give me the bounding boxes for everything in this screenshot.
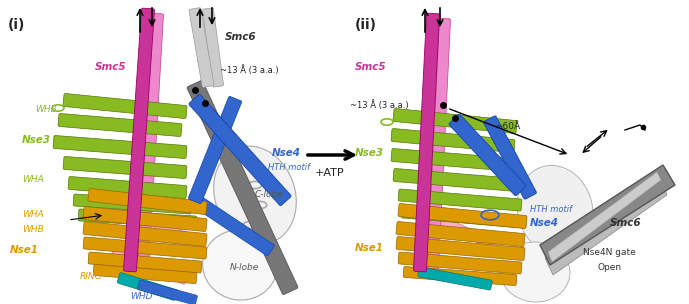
FancyBboxPatch shape bbox=[396, 237, 525, 261]
FancyBboxPatch shape bbox=[63, 94, 187, 119]
Text: Nse3: Nse3 bbox=[22, 135, 51, 145]
Text: Nse1: Nse1 bbox=[10, 245, 39, 255]
Text: (i): (i) bbox=[8, 18, 25, 32]
FancyBboxPatch shape bbox=[107, 195, 193, 245]
Text: WHA: WHA bbox=[22, 210, 43, 219]
Text: Open: Open bbox=[597, 263, 621, 272]
FancyBboxPatch shape bbox=[88, 252, 202, 273]
Text: Smc6: Smc6 bbox=[610, 218, 641, 228]
Text: RING: RING bbox=[80, 272, 103, 281]
FancyBboxPatch shape bbox=[398, 203, 527, 229]
Polygon shape bbox=[540, 165, 675, 265]
Text: N-lobe: N-lobe bbox=[230, 263, 259, 272]
Text: ~60Å: ~60Å bbox=[495, 122, 520, 131]
Text: (ii): (ii) bbox=[355, 18, 377, 32]
FancyBboxPatch shape bbox=[449, 114, 526, 196]
FancyBboxPatch shape bbox=[188, 96, 242, 204]
FancyBboxPatch shape bbox=[138, 280, 198, 304]
FancyBboxPatch shape bbox=[393, 168, 519, 192]
FancyBboxPatch shape bbox=[187, 81, 298, 295]
FancyBboxPatch shape bbox=[396, 222, 525, 247]
FancyBboxPatch shape bbox=[117, 273, 178, 300]
Text: WHB: WHB bbox=[35, 105, 56, 114]
FancyBboxPatch shape bbox=[63, 157, 187, 178]
FancyBboxPatch shape bbox=[83, 206, 207, 231]
Text: ~13 Å (3 a.a.): ~13 Å (3 a.a.) bbox=[220, 65, 278, 75]
Text: Nse4: Nse4 bbox=[530, 218, 559, 228]
Text: Smc5: Smc5 bbox=[355, 62, 387, 72]
FancyBboxPatch shape bbox=[391, 149, 517, 171]
FancyBboxPatch shape bbox=[398, 189, 522, 211]
FancyBboxPatch shape bbox=[189, 8, 214, 87]
Ellipse shape bbox=[214, 146, 296, 244]
FancyBboxPatch shape bbox=[398, 252, 522, 274]
FancyBboxPatch shape bbox=[203, 8, 223, 87]
FancyBboxPatch shape bbox=[401, 206, 525, 228]
Text: Nse3: Nse3 bbox=[355, 148, 384, 158]
Text: Nse1: Nse1 bbox=[355, 243, 384, 253]
FancyBboxPatch shape bbox=[191, 194, 274, 256]
Text: Nse4N gate: Nse4N gate bbox=[583, 248, 636, 257]
FancyBboxPatch shape bbox=[53, 136, 187, 158]
FancyBboxPatch shape bbox=[393, 109, 517, 133]
Polygon shape bbox=[545, 178, 667, 275]
FancyBboxPatch shape bbox=[391, 129, 515, 153]
FancyBboxPatch shape bbox=[427, 18, 451, 272]
Polygon shape bbox=[548, 172, 661, 262]
FancyBboxPatch shape bbox=[83, 222, 207, 247]
Text: Smc5: Smc5 bbox=[95, 62, 127, 72]
Ellipse shape bbox=[517, 165, 593, 254]
Text: WHA: WHA bbox=[22, 175, 43, 184]
FancyBboxPatch shape bbox=[412, 205, 498, 250]
FancyBboxPatch shape bbox=[112, 246, 187, 284]
Text: ~13 Å (3 a.a.): ~13 Å (3 a.a.) bbox=[350, 100, 409, 110]
FancyBboxPatch shape bbox=[79, 209, 197, 228]
FancyBboxPatch shape bbox=[68, 177, 187, 199]
FancyBboxPatch shape bbox=[189, 95, 291, 206]
Text: +ATP: +ATP bbox=[315, 168, 344, 178]
Text: Smc6: Smc6 bbox=[225, 32, 256, 42]
FancyBboxPatch shape bbox=[418, 267, 492, 290]
FancyBboxPatch shape bbox=[93, 264, 197, 284]
FancyBboxPatch shape bbox=[484, 116, 537, 199]
FancyBboxPatch shape bbox=[88, 188, 207, 215]
FancyBboxPatch shape bbox=[83, 237, 207, 259]
Ellipse shape bbox=[203, 230, 278, 300]
FancyBboxPatch shape bbox=[123, 8, 154, 272]
Ellipse shape bbox=[500, 242, 570, 302]
FancyBboxPatch shape bbox=[58, 113, 182, 136]
Text: HTH motif: HTH motif bbox=[268, 163, 310, 172]
FancyBboxPatch shape bbox=[413, 13, 440, 272]
Text: HTH motif: HTH motif bbox=[530, 205, 572, 214]
FancyBboxPatch shape bbox=[138, 13, 163, 272]
Text: WHB: WHB bbox=[22, 225, 43, 234]
Text: C-lobe: C-lobe bbox=[255, 190, 284, 199]
Text: Nse4: Nse4 bbox=[272, 148, 301, 158]
Text: WHD: WHD bbox=[130, 292, 152, 301]
FancyBboxPatch shape bbox=[403, 267, 517, 285]
FancyBboxPatch shape bbox=[73, 194, 192, 214]
